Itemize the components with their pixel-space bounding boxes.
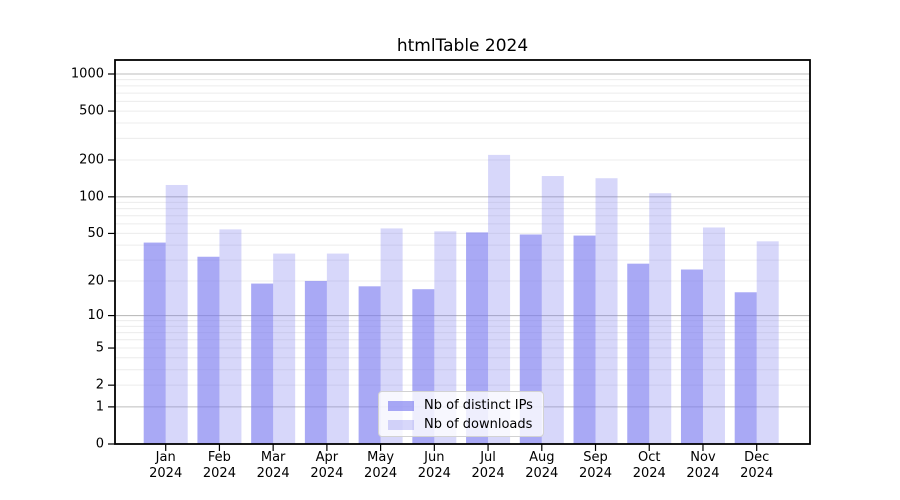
x-tick-label-year: 2024 [364,466,397,481]
legend: Nb of distinct IPs Nb of downloads [378,391,544,437]
bar-downloads-1 [219,229,242,444]
x-tick-label-year: 2024 [472,466,505,481]
y-tick-label: 500 [79,104,104,119]
bar-downloads-4 [380,228,403,444]
x-tick-label-month: Mar [261,450,286,465]
x-tick-label-month: Jun [423,450,444,465]
x-tick-label-year: 2024 [418,466,451,481]
plot-frame [114,59,811,445]
bar-downloads-0 [165,184,188,445]
bar-downloads-9 [649,193,672,444]
x-tick-label-month: Jul [479,450,496,465]
x-tick-label-month: Aug [529,450,554,465]
bar-downloads-7 [541,176,564,445]
bar-distinct-ips-2 [251,283,274,444]
legend-swatch-distinct-ips [388,400,414,411]
y-tick-label: 1 [96,399,104,414]
x-tick-label-year: 2024 [310,466,343,481]
x-tick-label-year: 2024 [740,466,773,481]
y-tick-label: 100 [79,189,104,204]
x-tick-label-month: Dec [744,450,769,465]
bar-downloads-6 [488,154,511,444]
x-tick-label-month: Jan [155,450,176,465]
x-tick-label-year: 2024 [633,466,666,481]
x-tick-label-month: Nov [690,450,716,465]
x-tick-label-year: 2024 [525,466,558,481]
y-tick-label: 10 [87,308,104,323]
bar-downloads-10 [702,227,725,444]
y-tick-label: 2 [96,378,104,393]
x-tick-label-month: Apr [316,450,339,465]
legend-label-downloads: Nb of downloads [424,417,533,432]
legend-swatch-downloads [388,419,414,430]
y-tick-label: 0 [96,437,104,452]
x-tick-label-year: 2024 [686,466,719,481]
bar-distinct-ips-10 [680,269,703,444]
x-tick-label-month: Sep [583,450,608,465]
y-tick-label: 5 [96,341,104,356]
bar-downloads-11 [756,241,779,444]
x-tick-label-year: 2024 [257,466,290,481]
y-tick-label: 200 [79,152,104,167]
y-tick-label: 1000 [71,67,104,82]
bar-downloads-8 [595,178,618,444]
bar-downloads-5 [434,231,457,444]
bar-downloads-3 [326,253,349,444]
chart-title: htmlTable 2024 [396,36,529,56]
bar-distinct-ips-8 [573,235,596,444]
x-tick-label-month: May [367,450,394,465]
bar-distinct-ips-4 [358,286,381,444]
bar-distinct-ips-0 [143,242,166,444]
x-tick-label-year: 2024 [579,466,612,481]
bar-distinct-ips-9 [627,263,650,444]
x-tick-label-year: 2024 [203,466,236,481]
bar-downloads-2 [273,253,296,444]
x-tick-label-month: Feb [208,450,231,465]
legend-label-distinct-ips: Nb of distinct IPs [424,398,533,413]
bar-distinct-ips-1 [197,256,220,444]
y-tick-label: 20 [87,273,104,288]
x-tick-label-month: Oct [638,450,660,465]
x-tick-label-year: 2024 [149,466,182,481]
legend-item-downloads: Nb of downloads [388,415,535,434]
y-tick-label: 50 [87,226,104,241]
bar-distinct-ips-11 [734,292,757,444]
legend-item-distinct-ips: Nb of distinct IPs [388,396,535,415]
bar-distinct-ips-3 [304,280,327,444]
